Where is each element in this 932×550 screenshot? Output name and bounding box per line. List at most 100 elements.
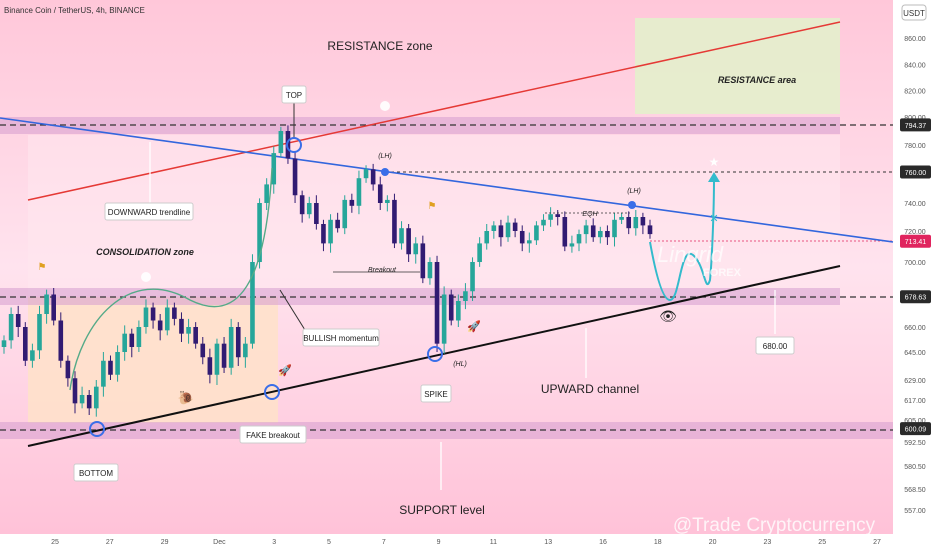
fake-breakout-label-box: FAKE breakout [239,425,307,444]
resistance-area-fill [635,18,840,114]
candle [22,322,28,366]
svg-text:600.09: 600.09 [905,427,927,434]
candle [44,289,49,324]
lh-marker-2[interactable] [628,201,636,209]
candle [448,289,454,326]
candle [484,224,490,250]
time-axis-background [0,534,893,550]
candle [576,229,582,252]
candle [243,337,248,368]
svg-text:USDT: USDT [903,9,925,18]
flag-icon-2: ⚑ [428,201,437,212]
time-tick-label: 11 [490,539,497,546]
time-axis[interactable]: 25 27 29 Dec 3 5 7 9 11 13 16 18 20 23 25 27 [51,539,881,546]
candle [278,126,284,158]
candle [541,214,546,231]
bottom-label-box: BOTTOM [73,463,119,482]
price-tick-label: 820.00 [904,89,926,96]
spike-highlight-circle[interactable] [427,346,443,362]
price-badge: 794.37 [900,118,931,132]
price-tick-label: 592.50 [904,440,926,447]
upward-channel-line[interactable] [27,265,841,447]
svg-text:DOWNWARD trendline: DOWNWARD trendline [108,208,191,217]
candle [30,343,35,368]
currency-badge[interactable]: USDT [901,4,927,21]
fake-breakout-circle[interactable] [264,384,280,400]
candle [640,212,646,235]
svg-text:794.37: 794.37 [905,123,927,130]
price-tick-label: 605.00 [904,418,926,425]
time-tick-label: 27 [873,539,881,546]
time-tick-label: 20 [709,539,717,546]
time-tick-label: 25 [818,539,826,546]
candle [470,257,475,301]
candle [250,254,255,349]
candle [356,170,362,215]
candle [548,207,553,227]
candle [86,390,92,415]
time-tick-label: 9 [437,539,441,546]
projection-path [649,177,715,302]
bottom-highlight-circle[interactable] [89,421,105,437]
svg-text:678.63: 678.63 [905,295,927,302]
resistance-trendline[interactable] [27,21,841,201]
candle [363,165,369,183]
credit-watermark: @Trade Cryptocurrency [673,515,876,536]
candle [221,337,227,373]
time-tick-label: 3 [272,539,276,546]
candle [598,226,603,244]
time-tick-label: 16 [599,539,607,546]
candle [58,312,64,368]
candle [65,355,71,387]
candle [271,146,277,194]
candle [527,232,532,253]
candle [505,215,511,242]
candle [306,196,312,219]
snail-icon: 🐌 [178,390,194,405]
chart-title: Binance Coin / TetherUS, 4h, BINANCE [4,6,145,15]
candle [214,338,220,385]
candle [108,355,113,380]
candle [413,237,419,264]
watermark-sub: FOREX [703,267,742,279]
rocket-icon-1: 🚀 [278,364,292,377]
time-tick-label: 13 [544,539,552,546]
momentum-pointer [279,289,306,331]
time-tick-label: 25 [51,539,59,546]
candle [456,294,461,327]
candle [157,314,163,341]
candle [164,299,170,336]
candle [172,302,177,326]
candle [193,322,198,349]
top-highlight-circle[interactable] [286,137,302,153]
candle [143,299,149,334]
resistance-area-label: RESISTANCE area [718,75,796,85]
svg-text:713.41: 713.41 [905,239,927,246]
flag-icon-1: ⚑ [38,262,47,273]
candle [328,214,333,253]
lh-marker-1[interactable] [381,168,389,176]
svg-text:680.00: 680.00 [763,342,788,351]
downward-trendline[interactable] [0,117,894,243]
price-tick-label: 580.50 [904,464,926,471]
candle [612,212,617,247]
candle [79,386,85,409]
rocket-icon-2: 🚀 [467,320,481,333]
price-badge: 678.63 [900,290,931,304]
svg-text:SPIKE: SPIKE [424,390,448,399]
price-axis[interactable]: 860.00840.00820.00800.00780.00740.00720.… [900,36,931,515]
svg-text:760.00: 760.00 [905,170,927,177]
price-tick-label: 660.00 [904,325,926,332]
price-tick-label: 720.00 [904,229,926,236]
candle [122,325,127,361]
time-tick-label: 27 [106,539,114,546]
candle [633,210,639,236]
candle [235,322,241,366]
candle [207,348,213,384]
consolidation-arrow [69,167,273,391]
time-tick-label: 23 [764,539,772,546]
price-tick-label: 557.00 [904,508,926,515]
support-level-label: SUPPORT level [399,503,485,517]
svg-text:TOP: TOP [286,91,302,100]
